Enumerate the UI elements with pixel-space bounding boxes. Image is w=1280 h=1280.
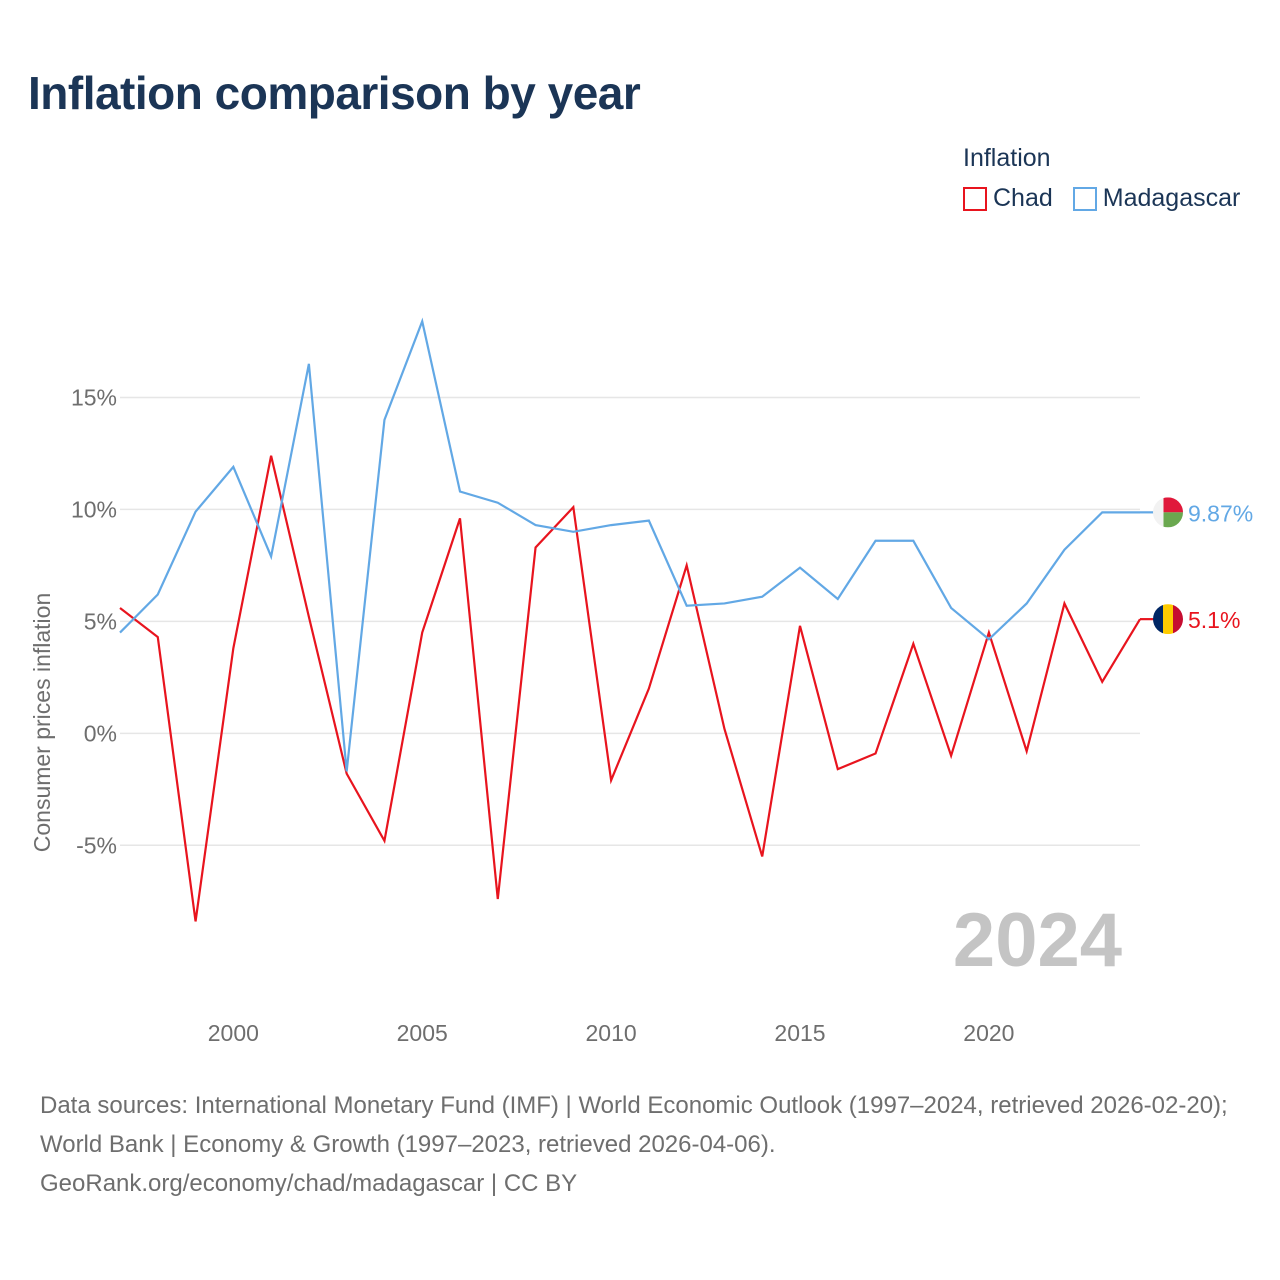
- x-tick-label: 2010: [586, 1020, 637, 1046]
- end-value-label-chad: 5.1%: [1188, 607, 1240, 633]
- year-watermark: 2024: [953, 898, 1122, 983]
- flag-madagascar-icon: [1153, 497, 1183, 528]
- footer: Data sources: International Monetary Fun…: [40, 1086, 1250, 1203]
- legend-swatch-chad: [963, 186, 987, 211]
- y-tick-label: 10%: [71, 496, 117, 522]
- footer-sources: Data sources: International Monetary Fun…: [40, 1092, 1228, 1158]
- legend-item-madagascar[interactable]: Madagascar: [1072, 184, 1241, 213]
- legend: Chad Madagascar: [963, 184, 1240, 213]
- legend-item-chad[interactable]: Chad: [963, 184, 1053, 213]
- series-line-chad: [119, 455, 1141, 922]
- x-tick-label: 2000: [208, 1020, 259, 1046]
- x-tick-label: 2005: [397, 1020, 448, 1046]
- x-tick-label: 2020: [963, 1020, 1014, 1046]
- end-value-label-madagascar: 9.87%: [1188, 500, 1253, 526]
- legend-swatch-madagascar: [1072, 186, 1097, 211]
- legend-title: Inflation: [963, 144, 1051, 172]
- y-tick-label: 0%: [84, 720, 117, 746]
- y-tick-label: 5%: [84, 608, 117, 634]
- flag-chad-icon: [1153, 604, 1183, 635]
- footer-credit[interactable]: GeoRank.org/economy/chad/madagascar | CC…: [40, 1170, 578, 1197]
- y-tick-label: -5%: [76, 832, 117, 858]
- y-axis-title: Consumer prices inflation: [29, 593, 55, 853]
- series-line-madagascar: [119, 317, 1140, 772]
- legend-label-madagascar: Madagascar: [1102, 184, 1241, 212]
- legend-label-chad: Chad: [993, 184, 1053, 212]
- x-tick-label: 2015: [774, 1020, 825, 1046]
- line-chart: -5% 0% 5% 10% 15% 2000 2005 2010 2015 2020 Consume…: [29, 317, 1253, 1046]
- chart-title: Inflation comparison by year: [28, 67, 641, 119]
- y-tick-label: 15%: [71, 384, 117, 410]
